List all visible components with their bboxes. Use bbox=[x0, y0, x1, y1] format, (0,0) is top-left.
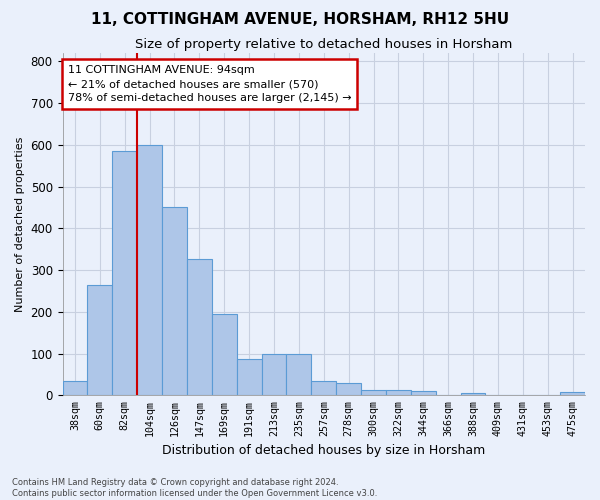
Text: 11, COTTINGHAM AVENUE, HORSHAM, RH12 5HU: 11, COTTINGHAM AVENUE, HORSHAM, RH12 5HU bbox=[91, 12, 509, 28]
Text: 11 COTTINGHAM AVENUE: 94sqm
← 21% of detached houses are smaller (570)
78% of se: 11 COTTINGHAM AVENUE: 94sqm ← 21% of det… bbox=[68, 65, 352, 103]
Bar bbox=[286, 354, 311, 396]
X-axis label: Distribution of detached houses by size in Horsham: Distribution of detached houses by size … bbox=[162, 444, 485, 458]
Bar bbox=[262, 354, 286, 396]
Bar bbox=[386, 390, 411, 396]
Bar bbox=[336, 383, 361, 396]
Y-axis label: Number of detached properties: Number of detached properties bbox=[15, 136, 25, 312]
Title: Size of property relative to detached houses in Horsham: Size of property relative to detached ho… bbox=[135, 38, 512, 51]
Bar bbox=[187, 259, 212, 396]
Bar bbox=[560, 392, 585, 396]
Bar bbox=[411, 391, 436, 396]
Bar bbox=[212, 314, 236, 396]
Bar bbox=[112, 151, 137, 396]
Bar bbox=[88, 284, 112, 396]
Bar bbox=[461, 393, 485, 396]
Text: Contains HM Land Registry data © Crown copyright and database right 2024.
Contai: Contains HM Land Registry data © Crown c… bbox=[12, 478, 377, 498]
Bar bbox=[361, 390, 386, 396]
Bar bbox=[311, 380, 336, 396]
Bar bbox=[236, 358, 262, 396]
Bar bbox=[62, 380, 88, 396]
Bar bbox=[162, 208, 187, 396]
Bar bbox=[137, 145, 162, 396]
